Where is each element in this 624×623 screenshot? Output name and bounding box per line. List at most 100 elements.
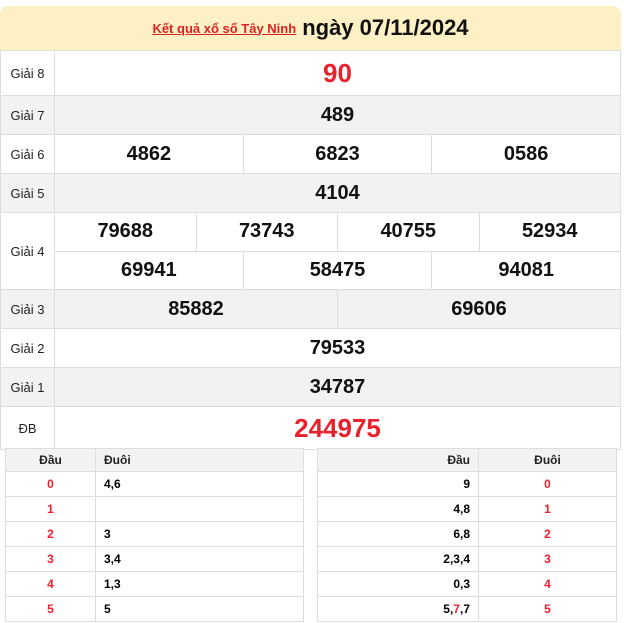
prize-label: Giải 1 — [0, 367, 55, 407]
prize-numbers: 4862 6823 0586 — [54, 134, 621, 174]
duoi-values: 4,6 — [95, 471, 304, 497]
dau-header: Đầu — [317, 448, 479, 472]
prize-row: Giải 3 85882 69606 — [0, 289, 621, 329]
dau-row: 3 3,4 — [5, 546, 304, 572]
duoi-header: Đuôi — [95, 448, 304, 472]
dau-digit: 1 — [5, 496, 96, 522]
dau-values: 9 — [317, 471, 479, 497]
duoi-digit: 4 — [478, 571, 617, 597]
winning-number: 69941 — [121, 258, 177, 281]
duoi-digit: 0 — [478, 471, 617, 497]
dau-row: 0 4,6 — [5, 471, 304, 497]
duoi-digit: 2 — [478, 521, 617, 547]
prize-numbers: 90 — [54, 50, 621, 96]
draw-date: ngày 07/11/2024 — [302, 15, 469, 40]
dau-values: 5,7,7 — [317, 596, 479, 622]
duoi-values — [95, 496, 304, 522]
prize-numbers: 4104 — [54, 173, 621, 213]
prize-label: Giải 7 — [0, 95, 55, 135]
dau-value: 0,3 — [453, 577, 470, 591]
duoi-values: 3 — [95, 521, 304, 547]
winning-number: 79533 — [309, 336, 366, 359]
prize-numbers: 79533 — [54, 328, 621, 368]
duoi-values: 3,4 — [95, 546, 304, 572]
winning-number: 4862 — [126, 142, 172, 165]
dau-values: 6,8 — [317, 521, 479, 547]
prize-numbers: 489 — [54, 95, 621, 135]
prize-row: ĐB 244975 — [0, 406, 621, 450]
dau-digit: 0 — [5, 471, 96, 497]
duoi-row: 6,8 2 — [317, 521, 617, 547]
dau-values: 4,8 — [317, 496, 479, 522]
dau-value: 4,8 — [453, 502, 470, 516]
prize-row: Giải 7 489 — [0, 95, 621, 135]
dau-digit: 3 — [5, 546, 96, 572]
winning-number: 69606 — [337, 290, 620, 328]
winning-number: 244975 — [294, 412, 381, 443]
prize-label: Giải 5 — [0, 173, 55, 213]
prize-label: Giải 6 — [0, 134, 55, 174]
duoi-row: 4,8 1 — [317, 496, 617, 522]
duoi-values: 5 — [95, 596, 304, 622]
dau-value: 6,8 — [453, 527, 470, 541]
duoi-row: 2,3,4 3 — [317, 546, 617, 572]
prize-row: Giải 5 4104 — [0, 173, 621, 213]
results-header: Kết quả xổ số Tây Ninh ngày 07/11/2024 — [0, 6, 621, 50]
duoi-digit: 1 — [478, 496, 617, 522]
dau-table-header: Đầu Đuôi — [5, 448, 304, 472]
dau-value: 7 — [453, 602, 460, 616]
prize-label: ĐB — [0, 406, 55, 450]
duoi-header: Đuôi — [478, 448, 617, 472]
dau-table: Đầu Đuôi 0 4,6 1 2 3 3 3,4 4 1,3 5 5 — [5, 448, 304, 622]
dau-values: 0,3 — [317, 571, 479, 597]
prize-numbers: 244975 — [54, 406, 621, 450]
winning-number: 489 — [320, 103, 355, 126]
prize-row: Giải 8 90 — [0, 50, 621, 96]
dau-digit: 4 — [5, 571, 96, 597]
dau-row: 1 — [5, 496, 304, 522]
prize-label: Giải 8 — [0, 50, 55, 96]
prize-label: Giải 2 — [0, 328, 55, 368]
winning-number: 40755 — [337, 213, 479, 251]
results-table: Giải 8 90 Giải 7 489 Giải 6 4862 6823 0586 Giải … — [0, 50, 621, 450]
dau-value: ,7 — [459, 602, 470, 616]
winning-number: 85882 — [168, 297, 224, 320]
prize-row: Giải 2 79533 — [0, 328, 621, 368]
winning-number: 58475 — [242, 251, 432, 289]
duoi-table-header: Đầu Đuôi — [317, 448, 617, 472]
dau-digit: 2 — [5, 521, 96, 547]
dau-row: 4 1,3 — [5, 571, 304, 597]
winning-number: 79688 — [97, 220, 154, 243]
prize-numbers: 34787 — [54, 367, 621, 407]
winning-number: 94081 — [431, 251, 620, 289]
prize-numbers: 79688 73743 40755 52934 69941 58475 94081 — [54, 212, 621, 290]
winning-number: 52934 — [478, 213, 621, 251]
dau-header: Đầu — [5, 448, 96, 472]
duoi-digit: 5 — [478, 596, 617, 622]
dau-digit: 5 — [5, 596, 96, 622]
winning-number: 6823 — [242, 135, 432, 173]
prize-row: Giải 1 34787 — [0, 367, 621, 407]
duoi-row: 5,7,7 5 — [317, 596, 617, 622]
dau-value: 2,3,4 — [443, 552, 470, 566]
winning-number: 73743 — [195, 213, 338, 251]
winning-number: 90 — [323, 57, 352, 88]
winning-number: 0586 — [431, 135, 620, 173]
province-results-link[interactable]: Kết quả xổ số Tây Ninh — [152, 20, 297, 36]
prize-label: Giải 4 — [0, 212, 55, 290]
duoi-digit: 3 — [478, 546, 617, 572]
winning-number: 4104 — [315, 181, 360, 204]
duoi-table: Đầu Đuôi 9 0 4,8 1 6,8 2 2,3,4 3 0,3 4 5,7,7 5 — [317, 448, 617, 622]
prize-label: Giải 3 — [0, 289, 55, 329]
prize-numbers: 85882 69606 — [54, 289, 621, 329]
dau-values: 2,3,4 — [317, 546, 479, 572]
dau-value: 9 — [463, 477, 470, 491]
duoi-row: 0,3 4 — [317, 571, 617, 597]
winning-number: 34787 — [309, 375, 366, 398]
prize-row: Giải 4 79688 73743 40755 52934 69941 58475 9408… — [0, 212, 621, 290]
duoi-values: 1,3 — [95, 571, 304, 597]
dau-value: 5, — [443, 602, 454, 616]
